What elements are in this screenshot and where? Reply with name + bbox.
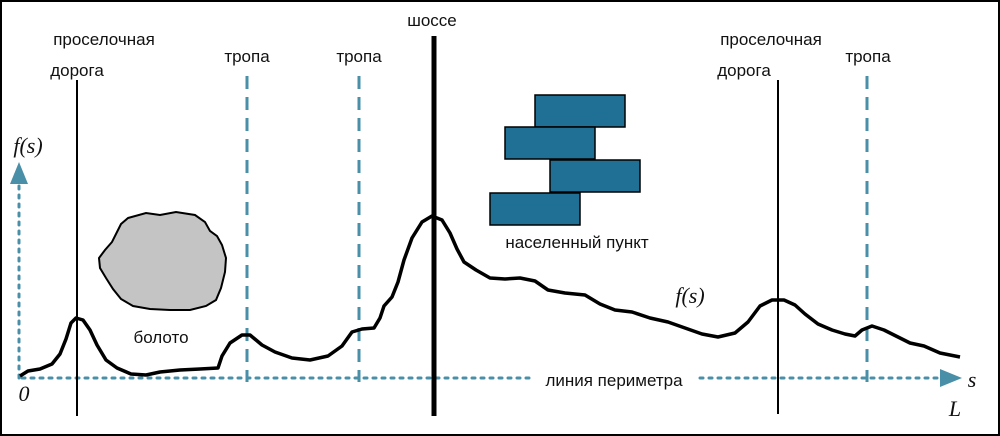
fs-axis-label: f(s) [13, 133, 42, 158]
swamp-shape [97, 210, 228, 311]
swamp-label: болото [133, 328, 188, 347]
settlement-block-4 [489, 192, 581, 226]
path-label-2: тропа [336, 47, 382, 66]
path-label-3: тропа [845, 47, 891, 66]
dirt-road-right-label-line1: проселочная [720, 30, 822, 49]
L-label: L [948, 396, 961, 421]
path-label-1: тропа [224, 47, 270, 66]
dirt-road-left-label-line1: проселочная [53, 30, 155, 49]
fs-curve-label: f(s) [675, 283, 704, 308]
settlement-block-2 [504, 126, 596, 160]
origin-label: 0 [19, 381, 30, 406]
perimeter-label: линия периметра [545, 371, 683, 390]
fs-curve [19, 214, 961, 378]
settlement-label: населенный пункт [505, 233, 649, 252]
settlement-blocks [489, 94, 641, 226]
s-axis-arrow-icon [940, 369, 962, 387]
settlement-block-3 [549, 159, 641, 193]
highway-label: шоссе [407, 11, 457, 30]
s-axis-label: s [968, 367, 977, 392]
dirt-road-left-label-line2: дорога [50, 61, 104, 80]
dirt-road-right-label-line2: дорога [717, 61, 771, 80]
settlement-block-1 [534, 94, 626, 128]
fs-axis-arrow-icon [10, 162, 28, 184]
